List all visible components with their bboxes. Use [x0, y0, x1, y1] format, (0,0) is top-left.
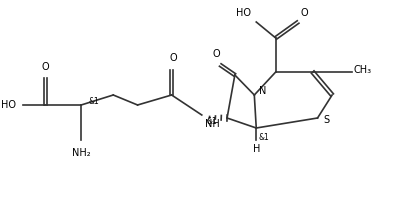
- Text: NH: NH: [205, 119, 220, 129]
- Text: O: O: [213, 49, 220, 59]
- Text: &1: &1: [206, 116, 217, 126]
- Text: &1: &1: [258, 133, 269, 142]
- Text: S: S: [324, 115, 330, 125]
- Text: &1: &1: [89, 97, 100, 106]
- Text: H: H: [253, 144, 260, 154]
- Text: O: O: [300, 8, 308, 18]
- Text: O: O: [41, 62, 49, 72]
- Text: O: O: [170, 53, 177, 63]
- Text: N: N: [259, 86, 266, 96]
- Text: HO: HO: [1, 100, 16, 110]
- Text: CH₃: CH₃: [353, 65, 372, 75]
- Text: NH₂: NH₂: [72, 148, 91, 158]
- Text: HO: HO: [236, 8, 251, 18]
